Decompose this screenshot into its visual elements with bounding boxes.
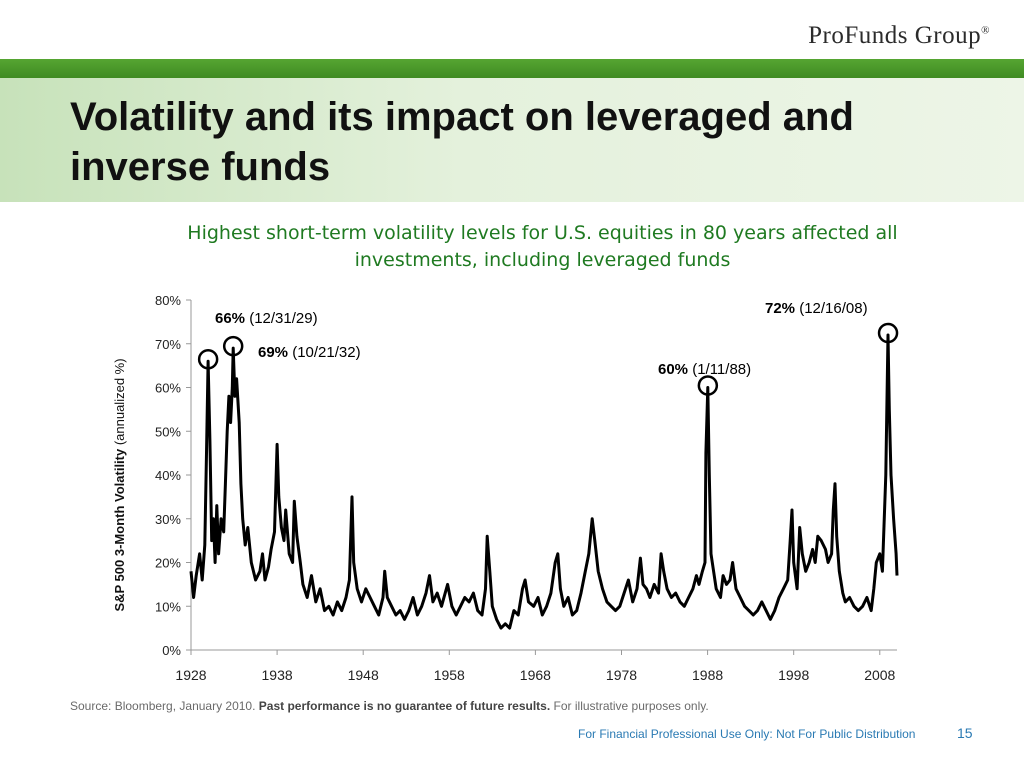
- slide-title: Volatility and its impact on leveraged a…: [70, 95, 854, 189]
- y-axis-title: S&P 500 3-Month Volatility (annualized %…: [112, 358, 127, 611]
- y-tick-label: 0%: [162, 643, 181, 658]
- chart-axes: 0% 10% 20% 30% 40% 50% 60% 70% 80% 1928 1938 1948 19…: [155, 293, 897, 683]
- peak-marker-circle: [877, 322, 899, 344]
- x-tick-label: 1958: [434, 667, 465, 683]
- footer-disclaimer: For Financial Professional Use Only: Not…: [578, 727, 916, 741]
- y-tick-label: 30%: [155, 512, 181, 527]
- peak-annotation: 72% (12/16/08): [765, 300, 868, 317]
- slide-subtitle: Highest short-term volatility levels for…: [187, 222, 898, 271]
- x-tick-label: 2008: [864, 667, 895, 683]
- peak-value: 66%: [215, 310, 245, 327]
- y-tick-label: 70%: [155, 337, 181, 352]
- peak-date: (10/21/32): [288, 344, 361, 361]
- peak-value: 72%: [765, 300, 795, 317]
- y-tick-label: 20%: [155, 556, 181, 571]
- peak-annotation: 60% (1/11/88): [658, 361, 751, 378]
- peak-annotation: 66% (12/31/29): [215, 310, 318, 327]
- y-tick-label: 50%: [155, 424, 181, 439]
- x-tick-label: 1998: [778, 667, 809, 683]
- x-tick-label: 1928: [175, 667, 206, 683]
- y-axis-title-unit: (annualized %): [112, 358, 127, 448]
- header-green-bar: [0, 59, 1024, 78]
- y-axis-title-bold: S&P 500 3-Month Volatility: [112, 448, 127, 612]
- y-tick-label: 40%: [155, 468, 181, 483]
- source-note: Source: Bloomberg, January 2010. Past pe…: [70, 699, 709, 713]
- peak-value: 60%: [658, 361, 688, 378]
- chart-y-label: S&P 500 3-Month Volatility (annualized %…: [112, 358, 127, 611]
- title-band: [0, 78, 1024, 202]
- peak-date: (12/31/29): [245, 310, 318, 327]
- y-tick-label: 80%: [155, 293, 181, 308]
- x-tick-label: 1938: [262, 667, 293, 683]
- y-tick-label: 60%: [155, 381, 181, 396]
- volatility-series-line: [189, 333, 899, 630]
- peak-marker-circle: [222, 335, 244, 357]
- peak-date: (12/16/08): [795, 300, 868, 317]
- peak-date: (1/11/88): [688, 361, 751, 378]
- peak-annotation: 69% (10/21/32): [258, 344, 361, 361]
- y-tick-label: 10%: [155, 599, 181, 614]
- x-tick-label: 1978: [606, 667, 637, 683]
- chart-annotations: 66% (12/31/29) 69% (10/21/32) 60% (1/11/88…: [197, 300, 899, 396]
- peak-marker-circle: [697, 375, 719, 396]
- x-tick-label: 1988: [692, 667, 723, 683]
- peak-value: 69%: [258, 344, 288, 361]
- chart-plot-area: [189, 333, 899, 630]
- peak-marker-circle: [197, 349, 219, 370]
- page-number: 15: [957, 725, 973, 741]
- x-tick-label: 1968: [520, 667, 551, 683]
- x-tick-label: 1948: [348, 667, 379, 683]
- profunds-logo: ProFunds Group®: [808, 22, 990, 49]
